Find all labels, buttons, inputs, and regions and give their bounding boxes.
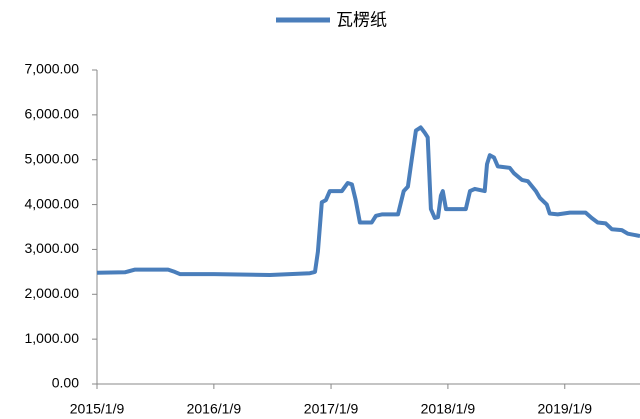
line [96, 125, 640, 277]
y-tick-label: 1,000.00 [25, 330, 80, 346]
x-tick-label: 2015/1/9 [70, 401, 125, 417]
x-tick-label: 2017/1/9 [304, 401, 359, 417]
y-tick-label: 7,000.00 [25, 61, 80, 77]
x-tick-label: 2019/1/9 [538, 401, 593, 417]
x-tick-label: 2018/1/9 [421, 401, 476, 417]
y-tick-label: 6,000.00 [25, 106, 80, 122]
y-tick-label: 5,000.00 [25, 150, 80, 166]
y-tick-label: 3,000.00 [25, 240, 80, 256]
y-tick-label: 0.00 [52, 375, 79, 391]
y-tick-label: 2,000.00 [25, 285, 80, 301]
y-tick-label: 4,000.00 [25, 195, 80, 211]
x-tick-label: 2016/1/9 [187, 401, 242, 417]
legend-label: 瓦楞纸 [336, 10, 387, 29]
